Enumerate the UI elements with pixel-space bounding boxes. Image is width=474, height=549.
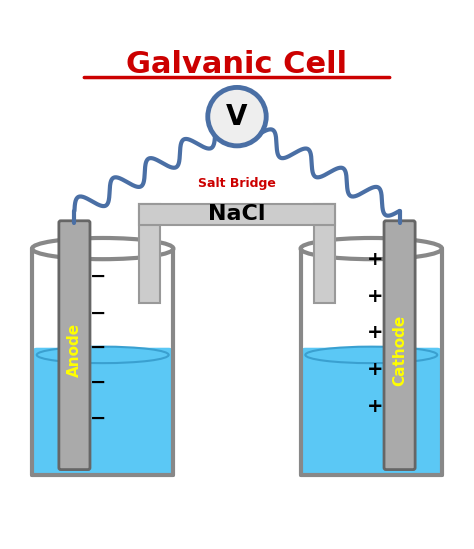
Text: V: V <box>226 103 248 131</box>
Bar <box>314 204 335 302</box>
Text: +: + <box>367 287 384 306</box>
Text: −: − <box>90 338 107 357</box>
Text: −: − <box>90 372 107 391</box>
Circle shape <box>208 87 266 146</box>
Text: Salt Bridge: Salt Bridge <box>198 177 276 190</box>
Text: Anode: Anode <box>67 323 82 377</box>
FancyBboxPatch shape <box>59 221 90 469</box>
Text: +: + <box>367 360 384 379</box>
Text: Galvanic Cell: Galvanic Cell <box>127 51 347 79</box>
Text: NaCl: NaCl <box>208 204 266 225</box>
Ellipse shape <box>301 238 442 259</box>
Ellipse shape <box>305 346 438 363</box>
FancyBboxPatch shape <box>32 348 173 475</box>
Text: Cathode: Cathode <box>392 315 407 386</box>
Text: −: − <box>90 267 107 286</box>
Text: +: + <box>367 323 384 343</box>
Text: −: − <box>90 409 107 428</box>
Text: +: + <box>367 397 384 416</box>
Bar <box>139 204 160 302</box>
FancyBboxPatch shape <box>384 221 415 469</box>
Bar <box>139 204 335 225</box>
Text: −: − <box>90 304 107 323</box>
Ellipse shape <box>32 238 173 259</box>
FancyBboxPatch shape <box>301 348 442 475</box>
Text: +: + <box>367 250 384 269</box>
Ellipse shape <box>36 346 169 363</box>
